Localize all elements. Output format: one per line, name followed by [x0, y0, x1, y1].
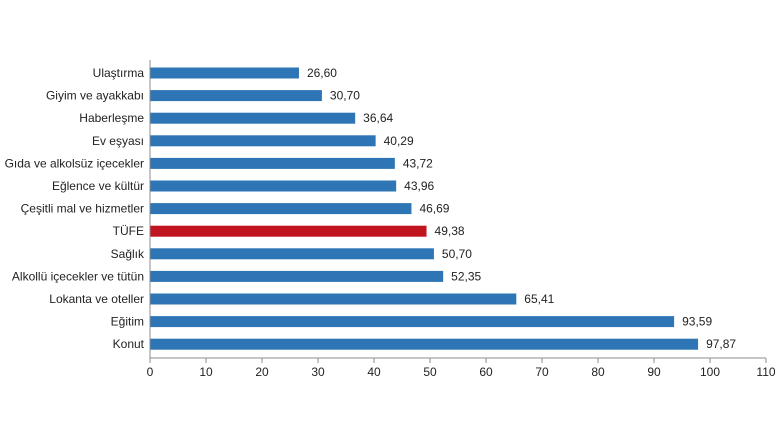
x-tick-label: 10	[199, 365, 213, 379]
data-label: 46,69	[419, 202, 449, 216]
data-label: 65,41	[524, 292, 554, 306]
category-label: Haberleşme	[79, 111, 144, 125]
x-tick-label: 80	[591, 365, 605, 379]
category-label: Sağlık	[111, 247, 145, 261]
data-label: 26,60	[307, 66, 337, 80]
category-label: Ev eşyası	[92, 134, 144, 148]
x-tick-label: 70	[535, 365, 549, 379]
data-label: 52,35	[451, 269, 481, 283]
bar	[150, 135, 376, 147]
bar	[150, 248, 434, 260]
bar	[150, 180, 397, 192]
x-tick-label: 0	[147, 365, 154, 379]
x-tick-label: 60	[479, 365, 493, 379]
category-label: Ulaştırma	[93, 66, 145, 80]
data-label: 30,70	[330, 89, 360, 103]
bar	[150, 203, 412, 215]
category-label: Konut	[113, 337, 145, 351]
category-label: Çeşitli mal ve hizmetler	[21, 202, 144, 216]
bar	[150, 90, 322, 102]
category-label: Eğlence ve kültür	[52, 179, 144, 193]
bar	[150, 316, 675, 328]
bar	[150, 67, 299, 79]
data-label: 50,70	[442, 247, 472, 261]
data-label: 43,96	[404, 179, 434, 193]
bar-highlight	[150, 225, 427, 237]
data-label: 93,59	[682, 315, 712, 329]
x-tick-label: 20	[255, 365, 269, 379]
x-tick-label: 110	[756, 365, 775, 379]
x-tick-label: 50	[423, 365, 437, 379]
bar	[150, 157, 395, 169]
data-label: 40,29	[384, 134, 414, 148]
data-label: 36,64	[363, 111, 393, 125]
bar	[150, 270, 444, 282]
category-label: Alkollü içecekler ve tütün	[12, 269, 144, 283]
data-label: 43,72	[403, 156, 433, 170]
category-label: Eğitim	[111, 315, 144, 329]
x-tick-label: 100	[700, 365, 720, 379]
data-label: 49,38	[435, 224, 465, 238]
category-label: TÜFE	[113, 224, 144, 238]
data-label: 97,87	[706, 337, 736, 351]
category-label: Lokanta ve oteller	[49, 292, 144, 306]
category-label: Gıda ve alkolsüz içecekler	[5, 156, 144, 170]
x-tick-label: 90	[647, 365, 661, 379]
category-label: Giyim ve ayakkabı	[46, 89, 144, 103]
bar	[150, 338, 699, 350]
bar	[150, 293, 517, 305]
x-tick-label: 30	[311, 365, 325, 379]
bar	[150, 112, 356, 124]
x-tick-label: 40	[367, 365, 381, 379]
